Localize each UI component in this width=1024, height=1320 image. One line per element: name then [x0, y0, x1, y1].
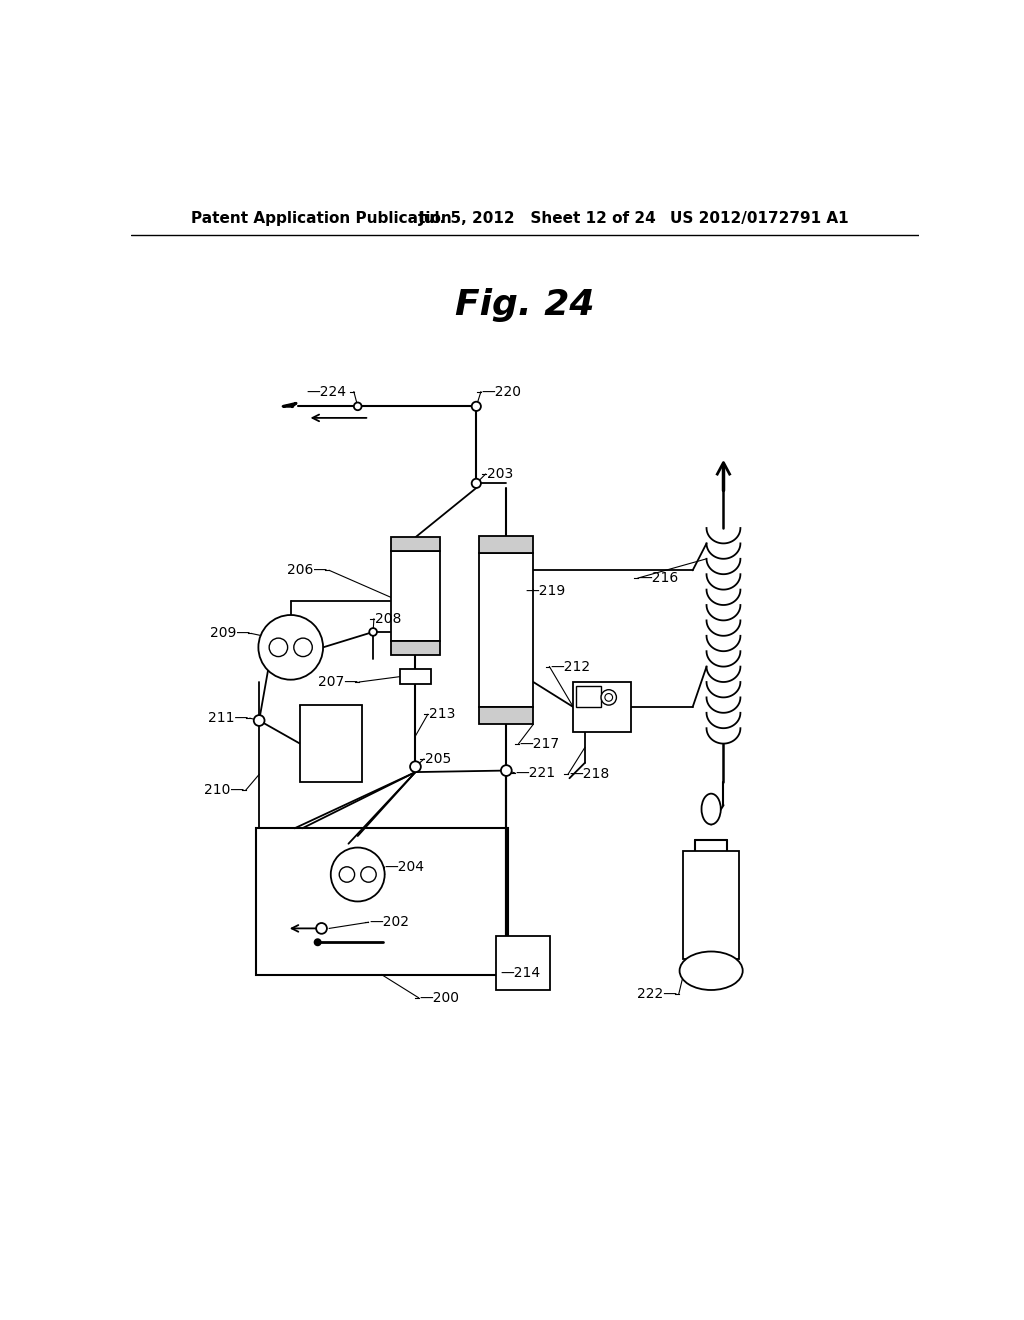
Circle shape	[316, 923, 327, 933]
Circle shape	[258, 615, 323, 680]
Bar	[479, 536, 534, 553]
Bar	[479, 708, 534, 725]
Text: —204: —204	[385, 859, 425, 874]
Circle shape	[331, 847, 385, 902]
Text: —224: —224	[306, 384, 346, 399]
Ellipse shape	[701, 793, 721, 825]
Circle shape	[601, 689, 616, 705]
Text: 207—: 207—	[317, 675, 357, 689]
Circle shape	[472, 401, 481, 411]
Text: —200: —200	[419, 991, 460, 1005]
Bar	[400, 669, 431, 684]
Text: —218: —218	[569, 767, 609, 781]
Text: —214: —214	[500, 966, 541, 979]
Text: —212: —212	[550, 660, 590, 673]
Text: —217: —217	[519, 737, 559, 751]
Bar	[391, 642, 440, 655]
Bar	[391, 537, 440, 552]
Circle shape	[294, 638, 312, 656]
Text: 209—: 209—	[210, 627, 250, 640]
Text: Jul. 5, 2012   Sheet 12 of 24: Jul. 5, 2012 Sheet 12 of 24	[419, 211, 657, 226]
Text: —202: —202	[370, 915, 410, 929]
Text: 210—: 210—	[205, 783, 245, 797]
Bar	[391, 552, 440, 642]
Bar	[573, 682, 631, 733]
Text: 206—: 206—	[287, 564, 327, 577]
Circle shape	[472, 479, 481, 488]
Circle shape	[410, 762, 421, 772]
Text: Patent Application Publication: Patent Application Publication	[190, 211, 452, 226]
Text: 211—: 211—	[208, 711, 249, 725]
Circle shape	[605, 693, 612, 701]
Text: US 2012/0172791 A1: US 2012/0172791 A1	[670, 211, 848, 226]
Text: 213: 213	[429, 708, 456, 721]
Text: 205: 205	[425, 752, 452, 766]
Text: 208: 208	[376, 612, 401, 626]
Bar	[479, 553, 534, 708]
Bar	[577, 686, 601, 708]
Circle shape	[339, 867, 354, 882]
Text: —216: —216	[639, 572, 679, 585]
Bar	[497, 936, 550, 990]
Circle shape	[360, 867, 376, 882]
Text: —219: —219	[525, 585, 566, 598]
Circle shape	[370, 628, 377, 636]
Bar	[683, 851, 739, 960]
Circle shape	[254, 715, 264, 726]
Bar	[256, 829, 508, 974]
Text: 203: 203	[487, 467, 513, 480]
Bar	[300, 705, 361, 781]
Text: Fig. 24: Fig. 24	[455, 288, 595, 322]
Circle shape	[269, 638, 288, 656]
Text: 222—: 222—	[637, 987, 677, 1001]
Circle shape	[314, 940, 321, 945]
Ellipse shape	[680, 952, 742, 990]
Circle shape	[501, 766, 512, 776]
Circle shape	[354, 403, 361, 411]
Text: —220: —220	[481, 384, 521, 399]
Text: —221: —221	[515, 766, 556, 780]
